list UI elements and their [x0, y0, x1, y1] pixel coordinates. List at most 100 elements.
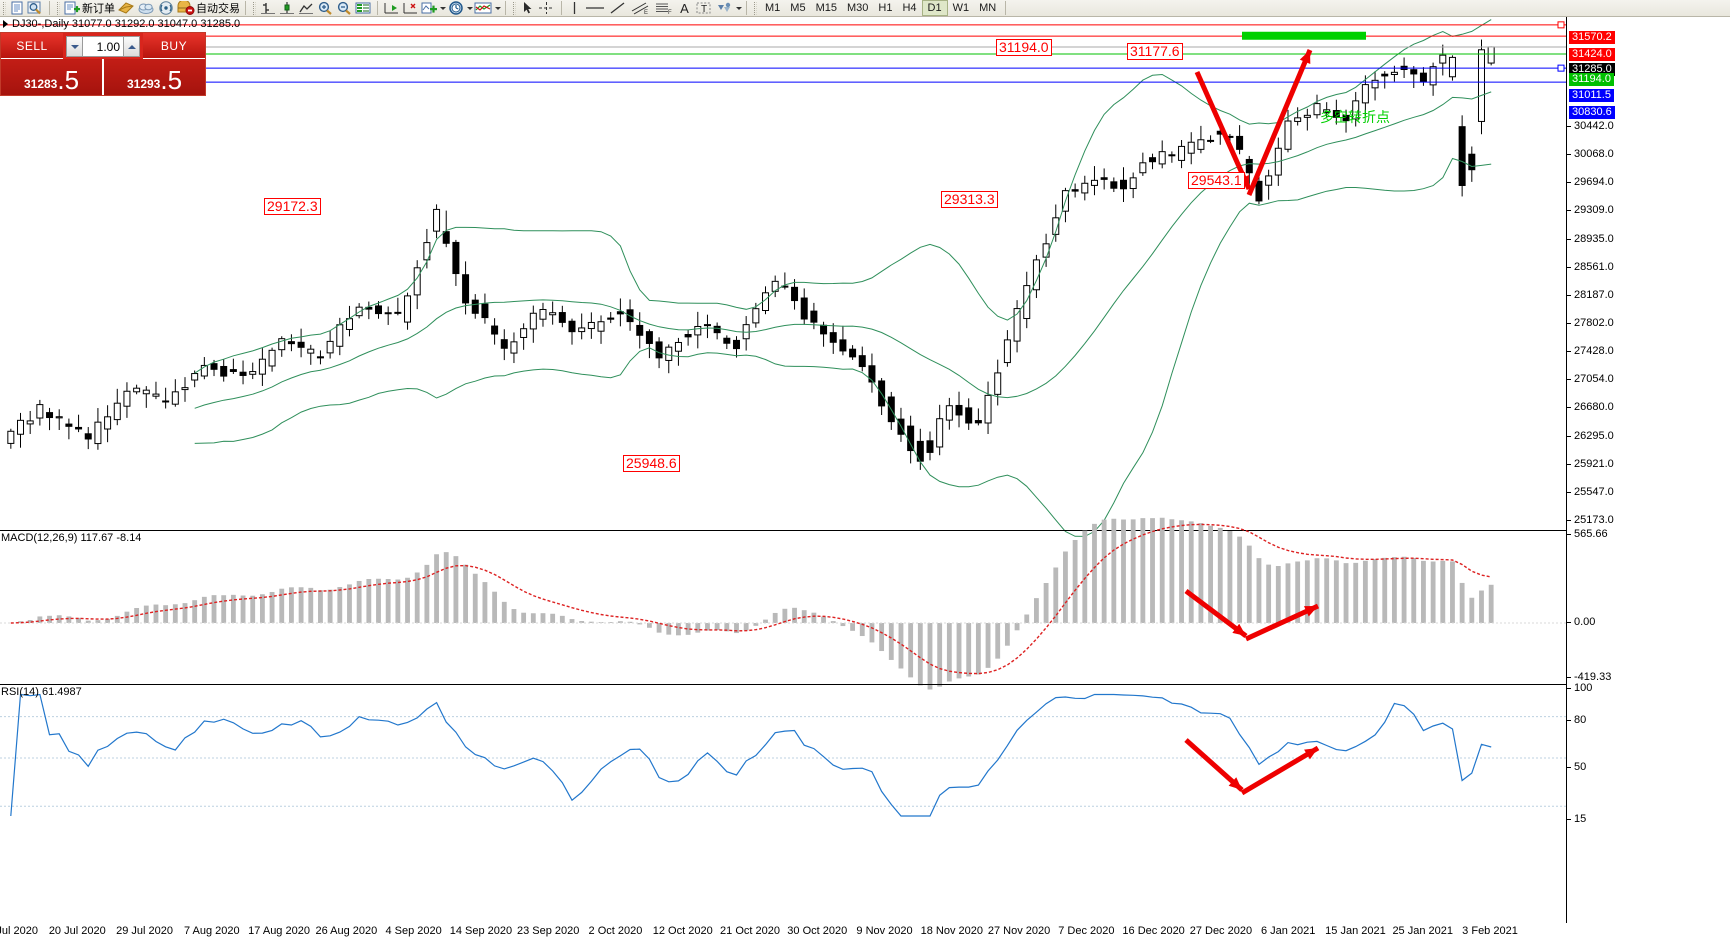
buy-price[interactable]: 31293 .5 — [104, 59, 205, 95]
timeframe-w1[interactable]: W1 — [952, 2, 970, 14]
price-axis[interactable]: 30442.0 30068.0 29694.0 29309.0 28935.0 28561… — [1566, 17, 1730, 923]
bar-chart-icon[interactable] — [259, 0, 278, 16]
toolbar-grip[interactable] — [3, 1, 6, 15]
volume-increase-button[interactable] — [123, 36, 140, 57]
template-icon[interactable] — [473, 0, 494, 16]
price-label-29172[interactable]: 29172.3 — [264, 198, 321, 215]
price-tick-label: 29309.0 — [1574, 204, 1614, 217]
indicator-add-icon[interactable] — [420, 0, 439, 16]
toolbar-grip-5[interactable] — [754, 1, 757, 15]
open-data-folder-icon[interactable] — [136, 0, 156, 16]
date-axis: 11 Jul 2020 20 Jul 2020 29 Jul 2020 7 Aug 2… — [0, 922, 1566, 940]
price-tick-label: 25173.0 — [1574, 514, 1614, 526]
auto-trading-button[interactable] — [176, 0, 196, 16]
chart-shift-icon[interactable] — [401, 0, 420, 16]
turning-point-note: 多空转折点 — [1320, 109, 1390, 125]
line-chart-icon[interactable] — [297, 0, 316, 16]
axis-tag-bid[interactable]: 31011.5 — [1569, 89, 1614, 102]
shapes-icon[interactable] — [714, 0, 735, 16]
horizontal-line-icon[interactable] — [583, 0, 607, 16]
sell-price-integer: 31283 — [23, 77, 58, 91]
timeframe-mn[interactable]: MN — [979, 2, 997, 14]
sell-price[interactable]: 31283 .5 — [1, 59, 104, 95]
indicators-dropdown-arrow[interactable] — [439, 0, 446, 16]
toolbar-separator-6 — [746, 1, 747, 15]
new-window-icon[interactable] — [9, 0, 26, 16]
rsi-pane[interactable]: RSI(14) 61.4987 — [0, 684, 1566, 837]
equidistant-channel-icon[interactable]: E — [628, 0, 652, 16]
price-chart-svg — [0, 19, 1566, 537]
timeframe-d1[interactable]: D1 — [921, 0, 948, 16]
price-tick-28561.0: 28561.0 — [1567, 261, 1614, 273]
new-order-button[interactable] — [63, 0, 82, 16]
buy-price-integer: 31293 — [126, 77, 161, 91]
toolbar-grip-3[interactable] — [253, 1, 256, 15]
price-label-29543[interactable]: 29543.1 — [1188, 172, 1245, 189]
clock-icon[interactable] — [446, 0, 466, 16]
price-label-31177[interactable]: 31177.6 — [1127, 43, 1183, 60]
toolbar-grip-4[interactable] — [513, 1, 516, 15]
sell-button[interactable]: SELL — [1, 33, 63, 59]
fibonacci-retracement-icon[interactable]: F — [652, 0, 676, 16]
main-toolbar: 新订单 自动交易 — [0, 0, 1730, 17]
timeframe-m5[interactable]: M5 — [790, 2, 806, 14]
price-pane[interactable] — [0, 17, 1566, 537]
timeframe-h1[interactable]: H1 — [878, 2, 893, 14]
volume-stepper[interactable]: 1.00 — [63, 33, 143, 59]
price-tick-25547.0: 25547.0 — [1567, 486, 1614, 498]
shapes-dropdown-arrow[interactable] — [735, 0, 742, 16]
metaeditor-icon[interactable] — [116, 0, 136, 16]
price-tick-label: 28561.0 — [1574, 260, 1614, 273]
toolbar-grip-2[interactable] — [57, 1, 60, 15]
rsi-tick-80: 80 — [1567, 714, 1586, 726]
price-tick-label: 27802.0 — [1574, 317, 1614, 329]
timeframe-m15[interactable]: M15 — [815, 2, 837, 14]
timeframe-h4[interactable]: H4 — [902, 2, 917, 14]
chart-container[interactable]: MACD(12,26,9) 117.67 -8.14 RSI(14) 61.49… — [0, 17, 1730, 940]
price-label-31194[interactable]: 31194.0 — [996, 39, 1052, 56]
zoom-out-icon[interactable] — [335, 0, 354, 16]
vertical-line-icon[interactable] — [566, 0, 583, 16]
axis-tag-level6[interactable]: 30830.6 — [1569, 106, 1615, 119]
one-click-trading-panel[interactable]: SELL 1.00 BUY 31283 .5 31293 .5 — [0, 32, 206, 96]
price-tick-29694.0: 29694.0 — [1567, 176, 1614, 188]
date-tick-19: 6 Jan 2021 — [1260, 925, 1316, 937]
volume-input[interactable]: 1.00 — [83, 36, 123, 57]
candlestick-chart-icon[interactable] — [278, 0, 297, 16]
price-tick-26295.0: 26295.0 — [1567, 430, 1614, 442]
axis-tag-last[interactable]: 31285.0 — [1569, 63, 1615, 76]
toolbar-separator — [49, 1, 50, 15]
date-tick-15: 27 Nov 2020 — [987, 925, 1051, 937]
signals-icon[interactable] — [156, 0, 176, 16]
price-label-29313[interactable]: 29313.3 — [941, 191, 998, 208]
volume-decrease-button[interactable] — [66, 36, 83, 57]
timeframe-m30[interactable]: M30 — [846, 2, 869, 14]
cursor-icon[interactable] — [519, 0, 536, 16]
price-tick-27428.0: 27428.0 — [1567, 345, 1614, 357]
axis-tag-ask[interactable]: 31570.2 — [1569, 31, 1615, 44]
buy-button[interactable]: BUY — [143, 33, 205, 59]
axis-tag-level2[interactable]: 31424.0 — [1569, 48, 1615, 61]
text-label-icon[interactable]: T — [693, 0, 714, 16]
market-watch-icon[interactable] — [26, 0, 45, 16]
timeframes-dropdown-arrow[interactable] — [466, 0, 473, 16]
macd-tick-label: 565.66 — [1574, 528, 1608, 540]
price-tick-26680.0: 26680.0 — [1567, 401, 1614, 413]
templates-dropdown-arrow[interactable] — [494, 0, 501, 16]
macd-chart-svg — [0, 517, 1566, 690]
chart-symbol-ohlc-label: DJ30-,Daily 31077.0 31292.0 31047.0 3128… — [12, 17, 241, 30]
trendline-icon[interactable] — [607, 0, 628, 16]
rsi-tick-15: 15 — [1567, 813, 1586, 825]
date-tick-10: 12 Oct 2020 — [652, 925, 713, 937]
toolbar-separator-5 — [561, 1, 562, 15]
macd-pane[interactable]: MACD(12,26,9) 117.67 -8.14 — [0, 517, 1566, 690]
price-tick-label: 28935.0 — [1574, 232, 1614, 245]
text-a-icon[interactable]: A — [680, 0, 689, 16]
crosshair-icon[interactable] — [536, 0, 557, 16]
price-label-25948[interactable]: 25948.6 — [623, 455, 680, 472]
timeframe-m1[interactable]: M1 — [765, 2, 781, 14]
axis-tag-support[interactable]: 31194.0 — [1569, 73, 1614, 86]
zoom-in-icon[interactable] — [316, 0, 335, 16]
data-window-icon[interactable] — [354, 0, 373, 16]
auto-scroll-icon[interactable] — [382, 0, 401, 16]
